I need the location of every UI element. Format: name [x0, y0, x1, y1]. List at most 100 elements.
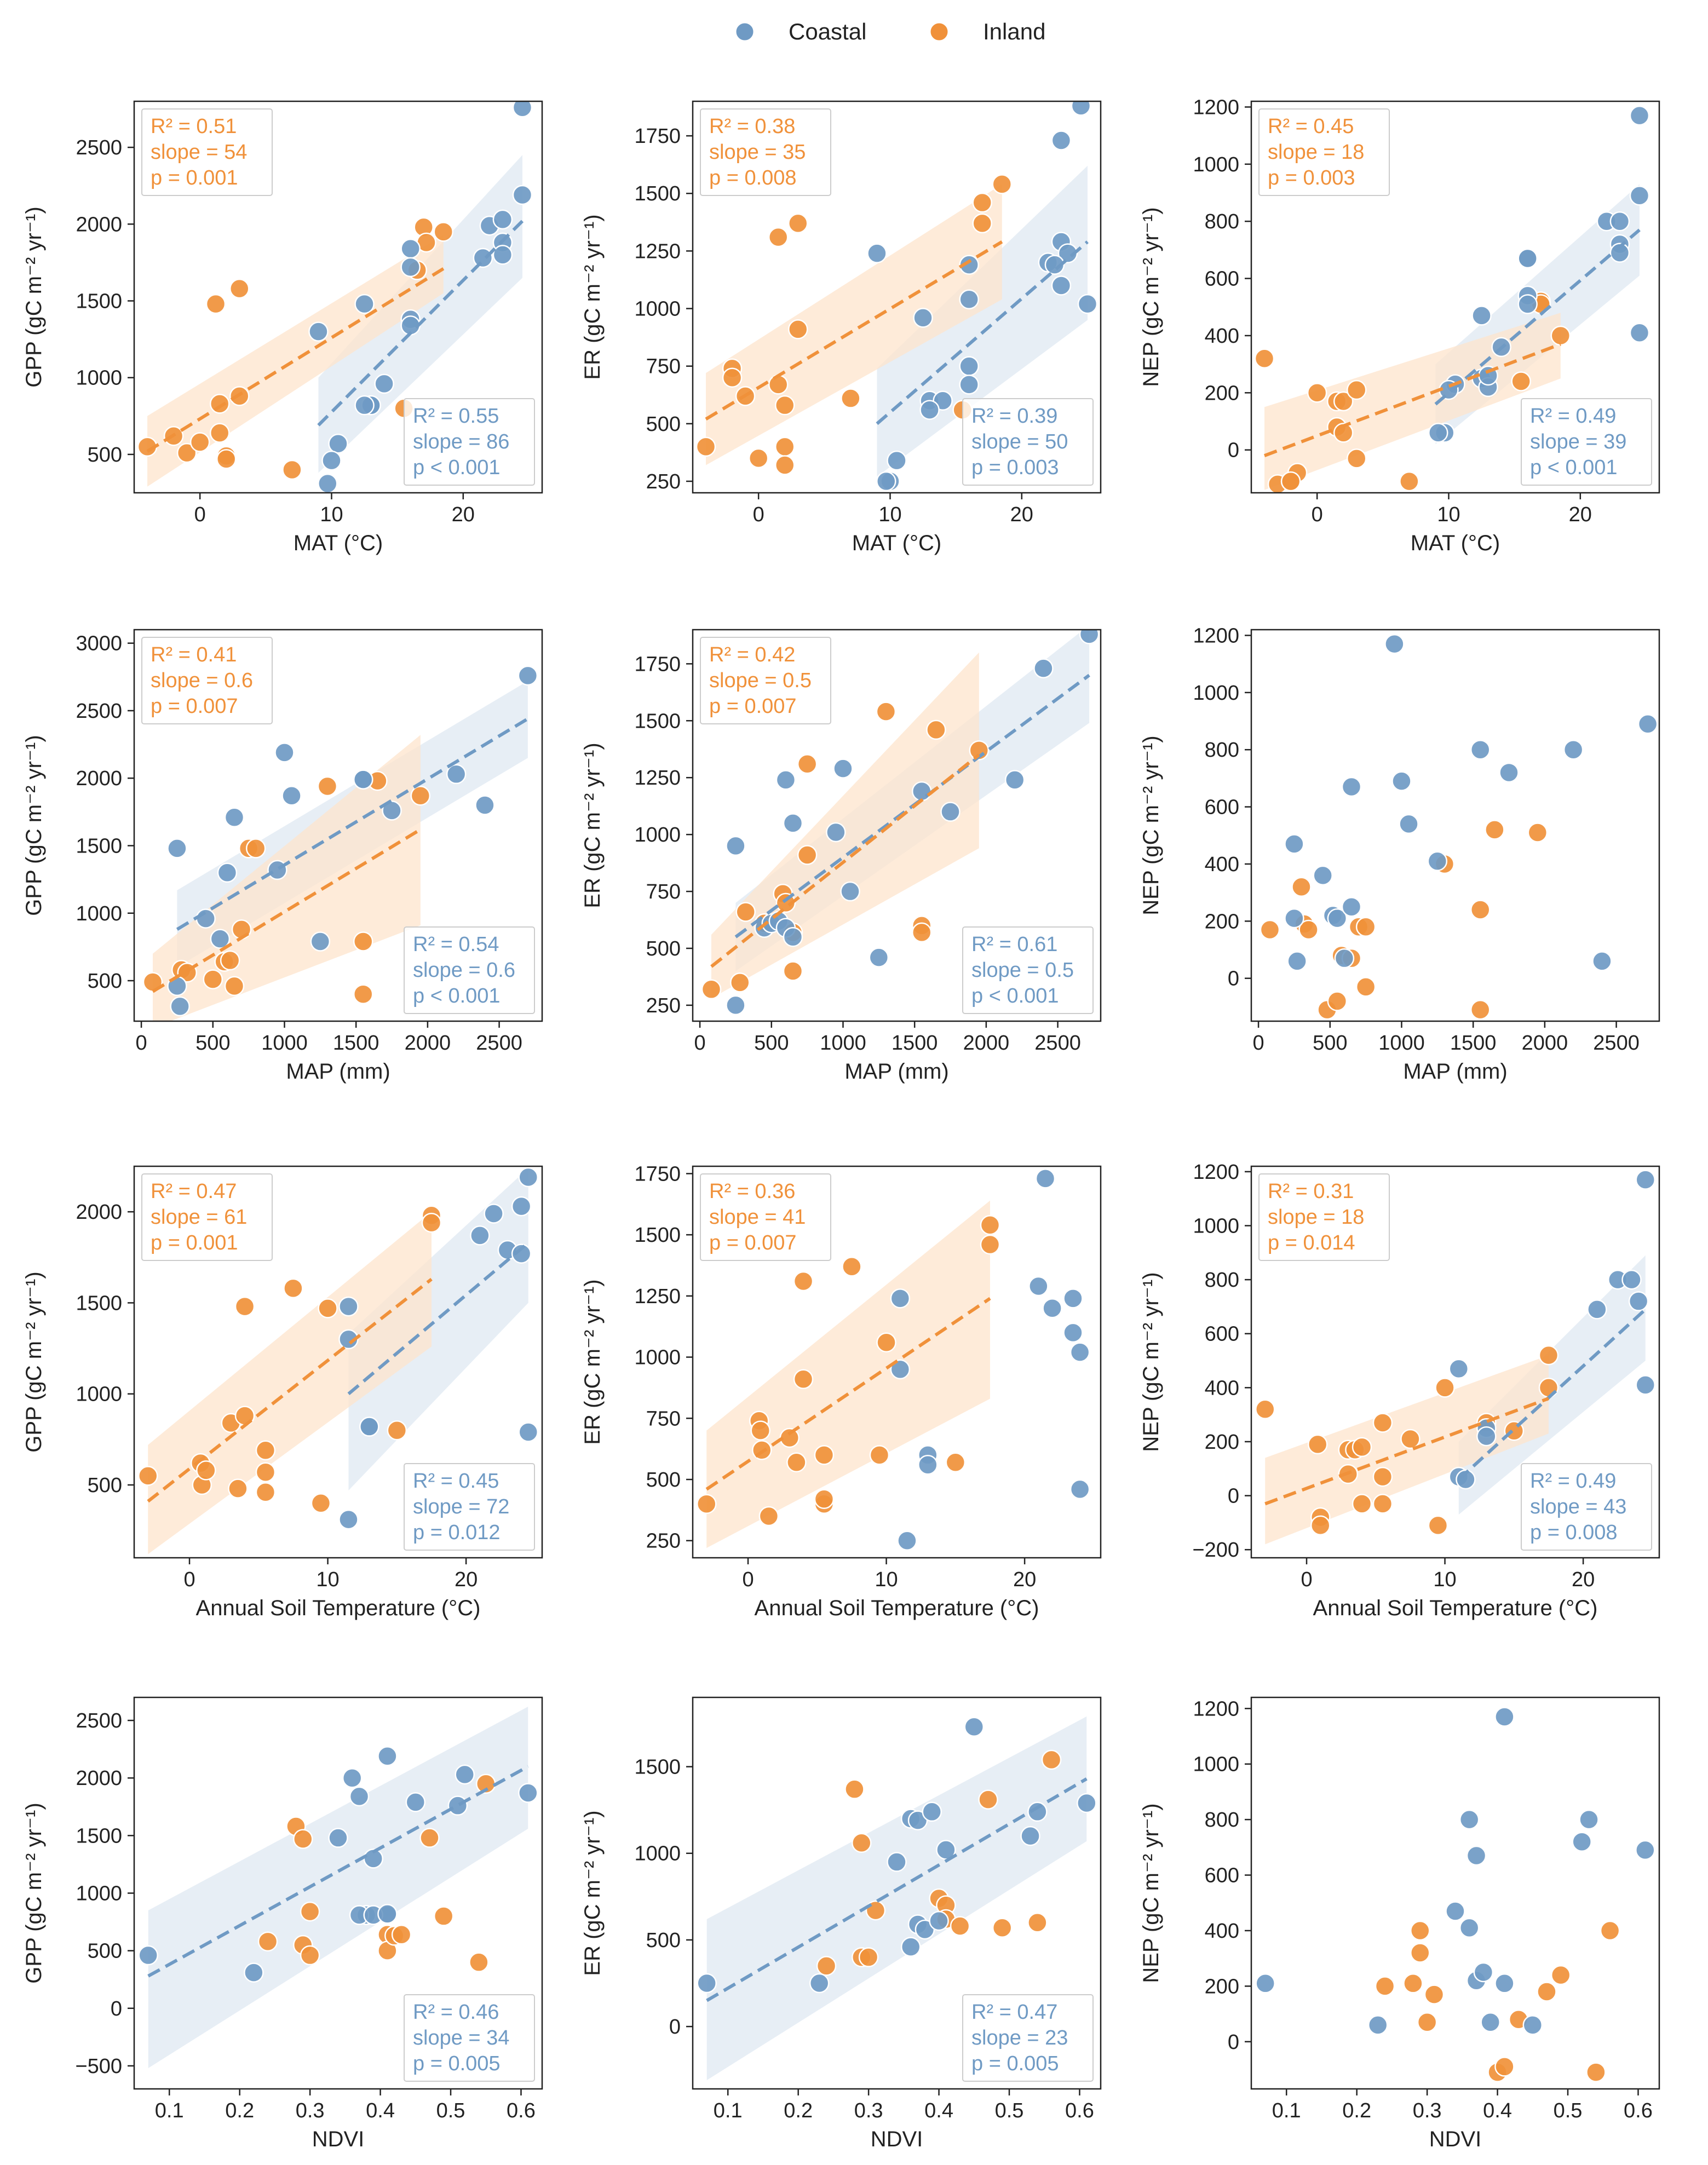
data-point-inland: [758, 1506, 779, 1527]
data-point-inland: [410, 786, 431, 806]
data-point-coastal: [1635, 1170, 1655, 1190]
data-point-coastal: [1069, 1342, 1090, 1362]
data-point-inland: [1372, 1413, 1393, 1433]
data-point-inland: [768, 227, 789, 247]
data-point-coastal: [224, 807, 245, 827]
stats-box-coastal: [1521, 1463, 1652, 1551]
stats-text-inland: R² = 0.31: [1268, 1180, 1354, 1203]
stats-text-coastal: R² = 0.39: [971, 405, 1057, 428]
data-point-inland: [1347, 379, 1367, 400]
data-point-coastal: [1427, 851, 1448, 871]
x-tick-label: 0.2: [784, 2099, 813, 2122]
panel-nep-soilt: 0 10 20 −200 0 200 400 600 800 1000 1200 Annual Soi…: [1139, 1161, 1660, 1620]
data-point-coastal: [217, 862, 238, 883]
data-point-coastal: [1609, 243, 1630, 263]
regression-line-coastal: [1457, 1308, 1647, 1481]
x-tick-label: 0: [183, 1568, 195, 1591]
data-point-coastal: [518, 1422, 538, 1442]
plot-area: [695, 101, 1098, 492]
data-point-coastal: [959, 375, 979, 395]
stats-text-inland: p = 0.003: [1268, 166, 1355, 189]
data-point-inland: [730, 972, 750, 993]
data-point-coastal: [1466, 1845, 1487, 1866]
data-point-inland: [228, 1478, 248, 1499]
data-point-inland: [972, 213, 992, 234]
data-point-coastal: [1042, 1298, 1062, 1318]
data-point-inland: [1410, 1943, 1430, 1963]
x-tick-label: 10: [1437, 503, 1460, 526]
data-point-coastal: [1033, 658, 1054, 678]
y-tick-label: 1750: [634, 1162, 681, 1185]
data-point-inland: [1260, 919, 1280, 940]
stats-box-inland: [700, 1173, 831, 1261]
plot-area: [1260, 634, 1658, 1020]
data-point-coastal: [484, 1204, 504, 1224]
axes-frame: [692, 629, 1102, 1022]
x-tick-label: 2500: [1034, 1032, 1081, 1055]
x-tick-label: 10: [1433, 1568, 1456, 1591]
stats-text-coastal: R² = 0.45: [413, 1470, 499, 1493]
stats-box-coastal: [962, 926, 1094, 1014]
data-point-inland: [774, 436, 795, 457]
regression-line-inland: [147, 1277, 433, 1503]
stats-text-inland: p = 0.001: [151, 166, 238, 189]
data-point-coastal: [1637, 713, 1658, 734]
stats-box-inland: [700, 637, 831, 724]
data-point-coastal: [377, 1746, 398, 1766]
data-point-coastal: [308, 321, 329, 342]
data-point-inland: [1399, 471, 1419, 492]
data-point-coastal: [195, 908, 216, 929]
data-point-coastal: [1628, 1291, 1649, 1311]
data-point-coastal: [1517, 248, 1538, 269]
data-point-coastal: [876, 471, 896, 492]
data-point-inland: [972, 192, 992, 213]
y-axis-label: GPP (gC m⁻² yr⁻¹): [22, 1271, 46, 1452]
data-point-coastal: [783, 813, 803, 833]
data-point-coastal: [338, 1296, 359, 1317]
data-point-coastal: [382, 801, 402, 821]
axes-frame: [692, 1165, 1102, 1559]
y-tick-label: 500: [88, 970, 122, 993]
regression-line-coastal: [1434, 228, 1641, 406]
y-tick-label: 2000: [76, 213, 122, 236]
data-point-coastal: [1459, 1809, 1480, 1830]
data-point-coastal: [900, 1937, 921, 1957]
data-point-inland: [748, 448, 769, 469]
x-tick-label: 0.1: [155, 2099, 184, 2122]
stats-text-inland: p = 0.001: [151, 1231, 238, 1254]
stats-text-coastal: slope = 43: [1530, 1495, 1626, 1518]
y-tick-label: 1500: [634, 182, 681, 205]
panel-gpp-soilt: 0 10 20 500 1000 1500 2000 Annual Soil Temperat…: [22, 1165, 543, 1620]
stats-text-inland: slope = 54: [151, 141, 247, 164]
data-point-coastal: [1069, 1479, 1090, 1500]
y-tick-label: 1000: [634, 1842, 681, 1865]
data-point-inland: [842, 1256, 862, 1277]
stats-box-inland: [141, 637, 273, 724]
stats-text-coastal: R² = 0.54: [413, 933, 499, 956]
plot-area: [138, 1167, 538, 1554]
data-point-coastal: [1480, 2012, 1500, 2032]
data-point-inland: [701, 979, 722, 1000]
axes-frame: [1250, 1165, 1660, 1559]
data-point-inland: [750, 1420, 770, 1441]
data-point-coastal: [1391, 771, 1412, 791]
x-tick-label: 0: [1301, 1568, 1312, 1591]
axes-frame: [133, 100, 543, 494]
data-point-coastal: [1341, 776, 1362, 797]
data-point-coastal: [1494, 1973, 1515, 1994]
data-point-coastal: [1635, 1375, 1655, 1395]
x-tick-label: 2000: [963, 1032, 1010, 1055]
y-tick-label: 200: [1205, 1975, 1239, 1998]
stats-text-inland: R² = 0.47: [151, 1180, 237, 1203]
confidence-band-inland: [148, 1212, 432, 1554]
x-tick-label: 0.2: [225, 2099, 254, 2122]
stats-box-inland: [141, 1173, 273, 1261]
stats-box-coastal: [404, 926, 535, 1014]
axes-frame: [133, 629, 543, 1022]
data-point-inland: [1280, 471, 1301, 492]
data-point-inland: [783, 961, 803, 981]
y-tick-label: 400: [1205, 1920, 1239, 1943]
x-tick-label: 0: [194, 503, 206, 526]
